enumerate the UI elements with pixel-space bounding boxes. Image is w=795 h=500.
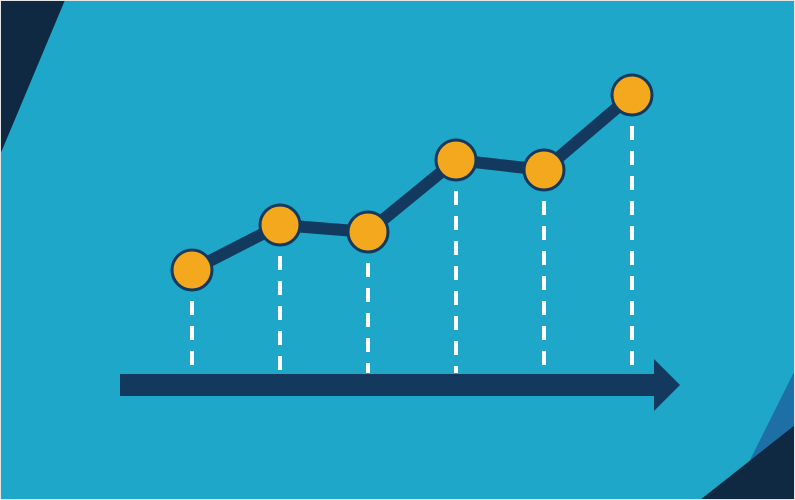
data-point-marker	[612, 75, 652, 115]
data-point-marker	[260, 205, 300, 245]
data-point-marker	[524, 150, 564, 190]
x-axis-bar	[120, 374, 654, 396]
data-point-marker	[172, 250, 212, 290]
growth-chart-graphic	[0, 0, 795, 500]
data-point-marker	[436, 140, 476, 180]
chart-background	[0, 0, 795, 500]
data-point-marker	[348, 212, 388, 252]
